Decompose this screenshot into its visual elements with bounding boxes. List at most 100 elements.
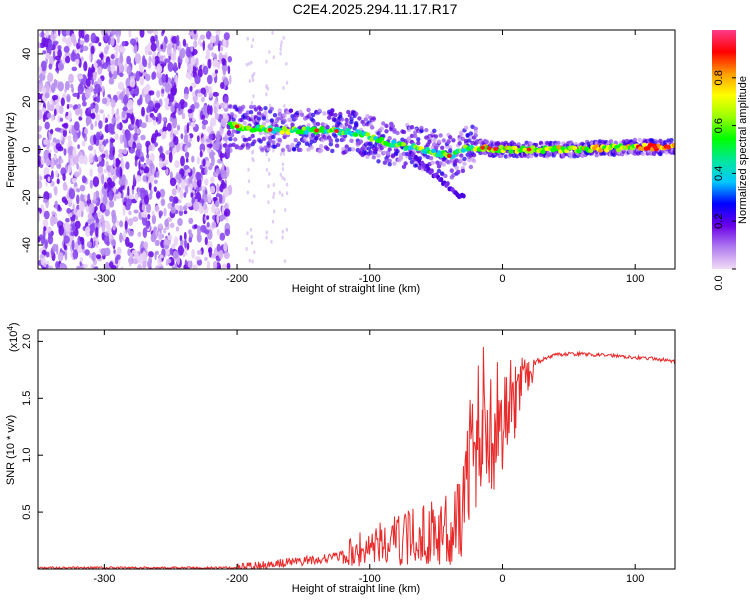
- noise-speckle: [77, 144, 80, 150]
- noise-speckle: [53, 154, 57, 160]
- signal-halo-cell: [462, 156, 467, 162]
- noise-speckle: [188, 229, 192, 235]
- spectrogram-y-ticks: -40 -20 0 20 40: [21, 48, 43, 253]
- signal-halo-cell: [358, 139, 364, 144]
- noise-speckle: [125, 129, 131, 141]
- noise-speckle: [133, 174, 136, 184]
- noise-speckle: [184, 145, 188, 153]
- signal-ridge-cell: [279, 130, 285, 135]
- signal-halo-cell: [248, 104, 254, 110]
- signal-halo-cell: [366, 146, 372, 151]
- noise-speckle: [142, 175, 147, 182]
- signal-halo-cell: [306, 107, 311, 113]
- noise-speckle: [189, 85, 193, 92]
- noise-speckle: [215, 207, 219, 214]
- noise-speckle: [193, 40, 198, 48]
- signal-halo-cell: [409, 133, 415, 139]
- noise-speckle: [92, 73, 97, 81]
- noise-speckle: [165, 168, 169, 176]
- spectrogram-noise-layer: [38, 30, 289, 269]
- noise-streak: [265, 85, 268, 89]
- noise-speckle: [107, 64, 111, 73]
- noise-speckle: [186, 122, 190, 134]
- noise-speckle: [50, 158, 55, 170]
- colorbar-ticks: 0.0 0.2 0.4 0.6 0.8: [713, 70, 736, 291]
- noise-speckle: [223, 188, 230, 198]
- noise-streak: [251, 78, 255, 83]
- noise-speckle: [122, 106, 128, 112]
- snr-line: [38, 346, 675, 569]
- noise-speckle: [107, 113, 110, 120]
- noise-speckle: [89, 179, 93, 189]
- noise-speckle: [206, 215, 210, 220]
- noise-speckle: [148, 182, 152, 191]
- noise-speckle: [192, 117, 196, 122]
- noise-speckle: [77, 37, 81, 47]
- noise-streak: [267, 157, 271, 162]
- noise-speckle: [112, 223, 116, 231]
- signal-halo-cell: [473, 133, 478, 138]
- noise-speckle: [201, 119, 209, 126]
- signal-ridge-cell: [616, 147, 622, 153]
- signal-halo-cell: [248, 110, 254, 115]
- noise-speckle: [47, 112, 52, 119]
- signal-halo-cell: [376, 159, 381, 164]
- noise-speckle: [145, 114, 149, 123]
- noise-speckle: [91, 222, 95, 228]
- noise-speckle: [199, 34, 206, 40]
- noise-speckle: [148, 100, 154, 111]
- noise-speckle: [118, 148, 124, 154]
- signal-halo-cell: [228, 136, 233, 142]
- signal-halo-cell: [311, 112, 316, 118]
- noise-streak: [250, 60, 253, 65]
- signal-halo-cell: [430, 160, 435, 165]
- noise-speckle: [88, 106, 92, 113]
- noise-speckle: [155, 117, 159, 122]
- noise-speckle: [126, 65, 132, 75]
- noise-speckle: [186, 242, 190, 250]
- noise-speckle: [177, 183, 180, 194]
- signal-halo-cell: [239, 117, 244, 123]
- signal-halo-cell: [341, 137, 346, 142]
- noise-speckle: [120, 266, 124, 269]
- x-tick-label: -200: [226, 273, 248, 285]
- noise-speckle: [196, 250, 202, 255]
- noise-streak: [271, 30, 274, 35]
- noise-speckle: [71, 66, 78, 72]
- noise-speckle: [74, 220, 81, 229]
- noise-streak: [278, 190, 281, 195]
- noise-speckle: [84, 226, 91, 237]
- signal-peak-cell: [234, 124, 240, 129]
- noise-speckle: [74, 106, 81, 116]
- noise-speckle: [101, 153, 106, 159]
- signal-halo-cell: [264, 118, 270, 124]
- noise-speckle: [75, 58, 80, 65]
- noise-speckle: [72, 49, 75, 61]
- noise-speckle: [169, 222, 175, 228]
- noise-speckle: [81, 30, 85, 39]
- noise-speckle: [61, 36, 68, 43]
- signal-halo-cell: [413, 133, 418, 139]
- signal-halo-cell: [416, 140, 421, 146]
- noise-speckle: [57, 49, 62, 59]
- noise-speckle: [132, 216, 139, 222]
- noise-speckle: [177, 218, 183, 226]
- noise-speckle: [48, 227, 53, 232]
- noise-streak: [252, 94, 255, 99]
- noise-speckle: [148, 55, 152, 65]
- noise-speckle: [211, 155, 215, 167]
- noise-speckle: [142, 227, 148, 239]
- noise-speckle: [152, 168, 155, 175]
- noise-speckle: [110, 138, 115, 143]
- noise-speckle: [77, 244, 83, 254]
- signal-halo-cell: [460, 136, 466, 142]
- signal-halo-cell: [409, 125, 415, 130]
- noise-speckle: [178, 62, 181, 70]
- signal-ridge-cell: [496, 148, 502, 154]
- noise-speckle: [146, 203, 151, 213]
- signal-halo-cell: [291, 147, 297, 152]
- noise-speckle: [106, 223, 111, 234]
- signal-peak-cell: [526, 147, 532, 152]
- noise-speckle: [114, 256, 119, 265]
- signal-halo-cell: [333, 112, 338, 118]
